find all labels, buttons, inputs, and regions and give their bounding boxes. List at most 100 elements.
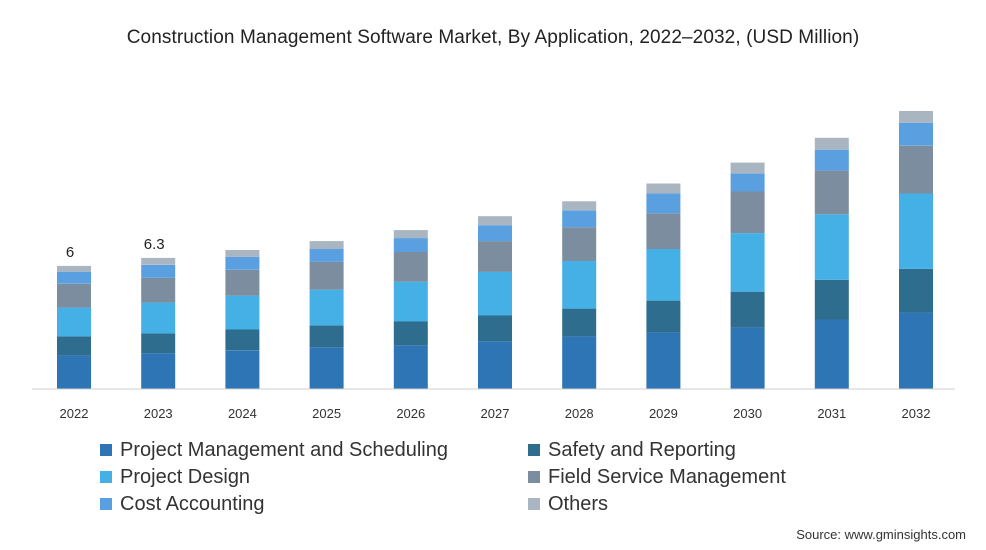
legend-swatch-safety-and-reporting (528, 444, 540, 456)
bar-segment-2029-others (646, 183, 681, 194)
x-tick-label-2026: 2026 (396, 406, 425, 421)
bar-segment-2028-project-management-and-scheduling (562, 336, 597, 389)
legend: Project Management and Scheduling Safety … (100, 438, 860, 516)
bar-segment-2032-cost-accounting (899, 122, 933, 146)
bar-segment-2031-project-design (814, 214, 849, 280)
bar-segment-2025-project-design (309, 289, 344, 326)
legend-swatch-others (528, 498, 540, 510)
bar-segment-2027-project-design (478, 271, 512, 316)
legend-item-safety-and-reporting: Safety and Reporting (528, 438, 858, 462)
bar-segment-2025-cost-accounting (309, 249, 344, 262)
legend-label-field-service-management: Field Service Management (548, 466, 786, 488)
legend-swatch-cost-accounting (100, 498, 112, 510)
legend-item-field-service-management: Field Service Management (528, 465, 858, 489)
bar-segment-2028-others (562, 201, 597, 211)
legend-label-others: Others (548, 493, 609, 515)
bar-segment-2032-safety-and-reporting (899, 268, 933, 313)
x-tick-label-2028: 2028 (565, 406, 594, 421)
bar-segment-2030-cost-accounting (730, 173, 765, 192)
bar-segment-2031-cost-accounting (814, 149, 849, 171)
bar-segment-2032-others (899, 111, 933, 123)
bar-segment-2023-others (141, 257, 176, 265)
chart-title: Construction Management Software Market,… (126, 27, 860, 48)
bar-segment-2032-project-design (899, 193, 933, 269)
legend-swatch-project-management-and-scheduling (100, 444, 112, 456)
legend-item-project-design: Project Design (100, 465, 528, 489)
bar-segment-2023-project-design (141, 302, 176, 334)
bar-segment-2028-field-service-management (562, 227, 597, 261)
data-labels: 6 6.3 (66, 236, 165, 261)
x-tick-label-2030: 2030 (733, 406, 762, 421)
bar-segment-2024-others (225, 250, 260, 257)
x-tick-label-2031: 2031 (817, 406, 846, 421)
bar-segment-2030-project-management-and-scheduling (730, 327, 765, 389)
bar-segment-2022-safety-and-reporting (57, 336, 91, 356)
legend-item-others: Others (528, 492, 858, 516)
bar-segment-2026-safety-and-reporting (393, 321, 428, 346)
bar-segment-2027-cost-accounting (478, 225, 512, 242)
bar-segment-2027-field-service-management (478, 241, 512, 272)
bar-segment-2032-field-service-management (899, 145, 933, 194)
x-tick-label-2024: 2024 (228, 406, 257, 421)
bar-segment-2028-cost-accounting (562, 210, 597, 228)
bar-segment-2025-others (309, 241, 344, 249)
legend-item-project-management-and-scheduling: Project Management and Scheduling (100, 438, 528, 462)
bar-segment-2031-field-service-management (814, 170, 849, 215)
bar-segment-2024-safety-and-reporting (225, 329, 260, 351)
bar-segment-2029-cost-accounting (646, 193, 681, 214)
x-tick-label-2025: 2025 (312, 406, 341, 421)
bar-segment-2027-others (478, 216, 512, 226)
bar-segment-2029-project-management-and-scheduling (646, 332, 681, 389)
x-tick-label-2032: 2032 (902, 406, 931, 421)
bar-segment-2025-project-management-and-scheduling (309, 347, 344, 389)
x-tick-labels: 2022 2023 2024 2025 2026 2027 2028 2029 2030 2031… (60, 406, 931, 421)
bar-segment-2022-field-service-management (57, 283, 91, 308)
bar-segment-2028-project-design (562, 260, 597, 309)
bar-segment-2023-field-service-management (141, 277, 176, 303)
legend-swatch-project-design (100, 471, 112, 483)
legend-swatch-field-service-management (528, 471, 540, 483)
bar-segment-2026-cost-accounting (393, 238, 428, 252)
bar-segment-2025-field-service-management (309, 261, 344, 290)
bar-segment-2024-cost-accounting (225, 256, 260, 270)
bar-segment-2031-others (814, 137, 849, 150)
bar-segment-2027-project-management-and-scheduling (478, 341, 512, 389)
bar-segment-2026-project-management-and-scheduling (393, 345, 428, 389)
bar-segment-2024-project-management-and-scheduling (225, 350, 260, 389)
bar-segment-2022-project-design (57, 307, 91, 337)
x-tick-label-2023: 2023 (144, 406, 173, 421)
bar-segment-2030-safety-and-reporting (730, 291, 765, 328)
bar-segment-2028-safety-and-reporting (562, 308, 597, 337)
x-tick-label-2027: 2027 (481, 406, 510, 421)
bar-segment-2022-project-management-and-scheduling (57, 355, 91, 389)
source-note: Source: www.gminsights.com (796, 527, 966, 542)
x-tick-label-2029: 2029 (649, 406, 678, 421)
bar-segment-2026-field-service-management (393, 252, 428, 282)
bar-segment-2032-project-management-and-scheduling (899, 312, 933, 390)
bar-segment-2023-cost-accounting (141, 264, 176, 278)
bar-segment-2026-others (393, 230, 428, 238)
bar-segment-2026-project-design (393, 281, 428, 322)
bar-segment-2029-safety-and-reporting (646, 300, 681, 333)
bar-segment-2030-project-design (730, 233, 765, 292)
bar-segment-2022-others (57, 265, 91, 272)
legend-item-cost-accounting: Cost Accounting (100, 492, 528, 516)
legend-label-cost-accounting: Cost Accounting (120, 493, 265, 515)
bars-layer (57, 111, 933, 390)
bar-segment-2030-others (730, 162, 765, 174)
bar-segment-2023-project-management-and-scheduling (141, 353, 176, 389)
bar-segment-2022-cost-accounting (57, 271, 91, 284)
legend-label-project-management-and-scheduling: Project Management and Scheduling (120, 439, 448, 461)
bar-segment-2027-safety-and-reporting (478, 315, 512, 342)
bar-segment-2024-project-design (225, 295, 260, 330)
legend-label-project-design: Project Design (120, 466, 251, 488)
data-label-2022: 6 (66, 244, 74, 261)
bar-segment-2025-safety-and-reporting (309, 325, 344, 348)
bar-segment-2031-safety-and-reporting (814, 279, 849, 320)
bar-segment-2029-field-service-management (646, 213, 681, 249)
bar-segment-2024-field-service-management (225, 269, 260, 296)
data-label-2023: 6.3 (144, 236, 165, 253)
bar-segment-2031-project-management-and-scheduling (814, 319, 849, 389)
bar-segment-2029-project-design (646, 249, 681, 301)
